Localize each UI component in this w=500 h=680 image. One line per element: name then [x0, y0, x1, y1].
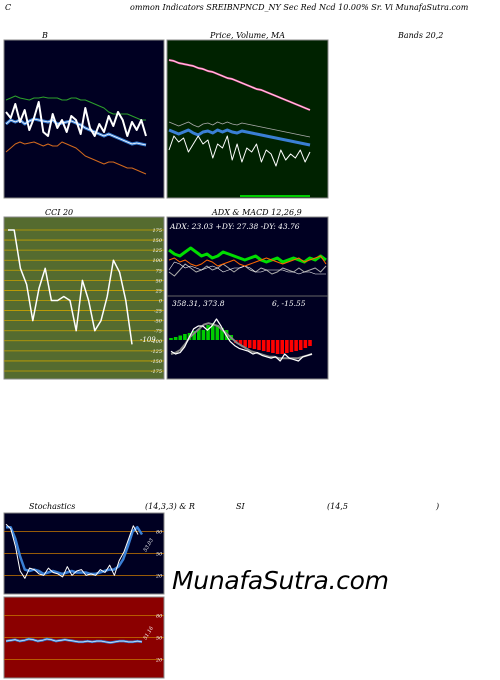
panel-cci: [3, 216, 165, 380]
title-rsi-close: ): [436, 502, 440, 511]
price-line: [168, 135, 311, 167]
cci-tick-label: -125: [151, 349, 162, 355]
cci-tick-label: -175: [151, 369, 162, 375]
title-bollinger: B: [42, 31, 48, 40]
bollinger-lower-band: [5, 141, 147, 175]
title-rsi: SI: [236, 502, 245, 511]
plus-di-line: [168, 246, 327, 264]
macd-histogram-bar: [173, 337, 178, 340]
macd-line: [170, 318, 313, 362]
macd-histogram-bar: [210, 323, 215, 340]
cci-tick-label: -75: [154, 329, 162, 335]
bollinger-series: [5, 95, 147, 175]
macd-histogram-bar: [308, 340, 312, 346]
macd-histogram-bar: [271, 340, 275, 353]
rsi-gridlines: 80 50 20: [4, 614, 164, 663]
macd-histogram-bar: [215, 325, 220, 340]
macd-histogram-bar: [298, 340, 303, 350]
macd-histogram-bar: [183, 334, 187, 340]
header-c: C: [5, 3, 12, 12]
macd-readout-a: 358.31, 373.8: [172, 299, 225, 308]
cci-tick-label: -50: [154, 319, 163, 325]
macd-series: [169, 318, 313, 362]
cci-gridlines: [4, 229, 164, 372]
price-ma-short: [168, 128, 311, 147]
stoch-tick-label: 80: [156, 530, 163, 536]
macd-histogram-bar: [252, 340, 257, 349]
cci-tick-label: -25: [154, 309, 162, 315]
price-ma-mid: [168, 121, 311, 138]
macd-histogram-bar: [178, 335, 183, 340]
cci-tick-label: 150: [152, 238, 162, 244]
title-bands: Bands 20,2: [398, 31, 444, 40]
cci-tick-label: -100: [151, 339, 163, 345]
macd-histogram-bar: [275, 340, 280, 354]
cci-tick-label: 0: [159, 299, 163, 305]
macd-histogram-bar: [197, 329, 201, 340]
stoch-gridlines: 80 50 20: [4, 530, 164, 579]
adx-series: [168, 246, 327, 277]
cci-tick-label: 75: [156, 268, 162, 274]
title-price-volume-ma: Price, Volume, MA: [210, 31, 286, 40]
rsi-tick-label: 80: [156, 614, 163, 620]
macd-histogram-bar: [169, 338, 173, 340]
title-rsi-params: (14,5: [327, 502, 348, 511]
cci-tick-label: -150: [151, 359, 163, 365]
cci-tick-label: 100: [152, 258, 162, 264]
adx-line-inner: [168, 261, 326, 275]
cci-line: [8, 229, 133, 345]
macd-histogram-bar: [238, 340, 243, 345]
macd-histogram-bar: [192, 331, 196, 340]
rsi-tick-label: 20: [155, 657, 163, 663]
macd-histogram-bar: [303, 340, 308, 348]
macd-histogram-bar: [247, 340, 252, 348]
macd-readout-b: 6, -15.55: [272, 299, 306, 308]
panel-price: [166, 39, 329, 199]
macd-histogram-bar: [261, 340, 266, 351]
cci-tick-labels: 175 150 125 100 75 50 25 0 -25 -50 -75 -100 -125 -150…: [151, 228, 163, 375]
macd-histogram-bar: [289, 340, 294, 352]
price-series: [168, 59, 311, 197]
stoch-k-line: [5, 523, 139, 579]
macd-histogram-bar: [220, 328, 224, 340]
minus-di-line: [168, 255, 327, 267]
title-adx-macd: ADX & MACD 12,26,9: [212, 208, 302, 217]
adx-readout: ADX: 23.03 +DY: 27.38 -DY: 43.76: [169, 222, 300, 231]
cci-tick-label: 25: [155, 288, 162, 294]
cci-tick-label: 125: [152, 248, 162, 254]
panel-adx-macd: [166, 216, 329, 380]
rsi-series: [5, 637, 143, 644]
stoch-tick-label: 20: [155, 573, 163, 579]
rsi-tick-label: 50: [156, 636, 163, 642]
rsi-line-inner: [5, 638, 143, 643]
macd-histogram-bar: [294, 340, 298, 351]
cci-series: [8, 229, 133, 345]
page-title: ommon Indicators SREIBNPNCD_NY Sec Red N…: [130, 3, 469, 12]
title-cci: CCI 20: [45, 208, 74, 217]
title-stoch-params: (14,3,3) & R: [145, 502, 195, 511]
macd-histogram-bar: [285, 340, 289, 353]
watermark: MunafaSutra.com: [172, 566, 389, 595]
cci-value-label: -109: [140, 336, 156, 344]
bollinger-upper-band: [5, 95, 146, 121]
adx-line: [168, 263, 327, 277]
bollinger-price: [5, 101, 147, 137]
macd-histogram-bar: [266, 340, 271, 352]
stoch-series: [5, 523, 144, 579]
price-ma-long-inner: [168, 59, 311, 111]
macd-histogram-bar: [201, 330, 206, 340]
cci-tick-label: 175: [152, 228, 162, 234]
cci-tick-label: 50: [156, 278, 163, 284]
macd-histogram-bar: [243, 340, 247, 347]
stoch-tick-label: 50: [156, 552, 163, 558]
title-stochastics: Stochastics: [29, 502, 76, 511]
macd-histogram-bar: [206, 325, 210, 340]
macd-histogram-bar: [257, 340, 261, 350]
macd-histogram-bar: [280, 340, 284, 354]
